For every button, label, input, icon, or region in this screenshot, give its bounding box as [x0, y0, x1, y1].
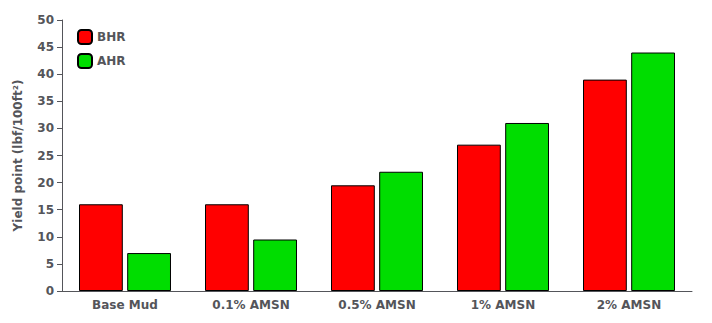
svg-text:15: 15	[37, 203, 54, 217]
svg-text:20: 20	[37, 176, 54, 190]
svg-text:1% AMSN: 1% AMSN	[471, 298, 535, 312]
svg-text:5: 5	[46, 257, 54, 271]
svg-text:0.1% AMSN: 0.1% AMSN	[212, 298, 289, 312]
svg-text:Base Mud: Base Mud	[92, 298, 158, 312]
svg-text:50: 50	[37, 13, 54, 27]
svg-text:30: 30	[37, 121, 54, 135]
svg-text:0.5% AMSN: 0.5% AMSN	[338, 298, 415, 312]
svg-text:AHR: AHR	[97, 54, 126, 68]
svg-text:40: 40	[37, 67, 54, 81]
svg-text:2% AMSN: 2% AMSN	[597, 298, 661, 312]
svg-text:35: 35	[37, 94, 54, 108]
svg-text:Yield point (lbf/100ft²): Yield point (lbf/100ft²)	[11, 80, 25, 233]
svg-text:25: 25	[37, 149, 54, 163]
svg-text:45: 45	[37, 40, 54, 54]
svg-text:0: 0	[46, 284, 54, 298]
svg-text:10: 10	[37, 230, 54, 244]
svg-text:BHR: BHR	[97, 30, 125, 44]
